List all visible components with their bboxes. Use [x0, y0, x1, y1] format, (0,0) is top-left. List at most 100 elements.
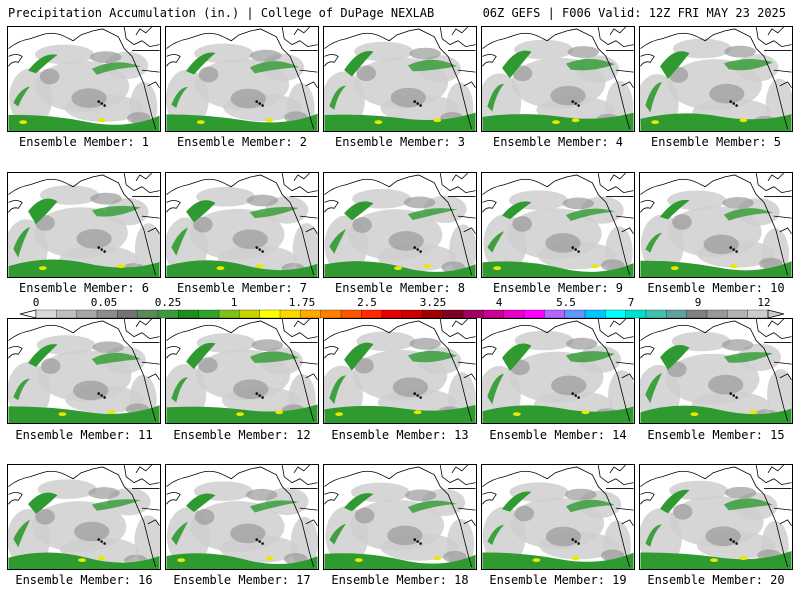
precip-map [8, 465, 160, 569]
precip-yellow-spots [196, 118, 274, 125]
coastlines [482, 465, 634, 568]
colorbar-tick-label: 9 [695, 296, 702, 309]
ensemble-member-label: Ensemble Member: 1 [18, 135, 150, 149]
colorbar-swatch [300, 309, 322, 319]
colorbar-swatch [157, 309, 179, 319]
precip-moderate-field [512, 197, 625, 272]
colorbar-swatch [279, 309, 301, 319]
colorbar-tick-label: 7 [628, 296, 635, 309]
ensemble-map-panel [481, 172, 635, 278]
colorbar-swatch [706, 309, 728, 319]
coastlines [324, 27, 476, 130]
coastlines [8, 173, 160, 276]
colorbar-tick-label: 12 [757, 296, 770, 309]
colorbar-swatch [76, 309, 98, 319]
colorbar-swatch [564, 309, 586, 319]
ensemble-member-label: Ensemble Member: 19 [489, 573, 627, 587]
precip-moderate-field [354, 489, 467, 563]
colorbar-swatch [178, 309, 200, 319]
colorbar-swatch [523, 309, 545, 319]
precip-yellow-spots [236, 410, 284, 417]
colorbar-swatch [56, 309, 78, 319]
precip-green-bands [8, 344, 160, 423]
coastlines [166, 319, 318, 422]
precip-moderate-field [40, 341, 150, 416]
colorbar-tick-label: 1.75 [289, 296, 316, 309]
ensemble-member-label: Ensemble Member: 7 [176, 281, 308, 295]
colorbar-left-arrow [19, 309, 37, 319]
precip-light-field [8, 185, 160, 277]
precip-moderate-field [198, 49, 308, 124]
ensemble-map-panel [639, 318, 793, 424]
precip-green-bands [482, 491, 634, 569]
precip-yellow-spots [58, 410, 116, 417]
precip-yellow-spots [374, 118, 442, 125]
ensemble-map-panel [165, 172, 319, 278]
coastlines [324, 319, 476, 422]
ensemble-map-panel [323, 26, 477, 132]
precip-map [324, 27, 476, 131]
precip-yellow-spots [532, 556, 580, 563]
colorbar-swatch [340, 309, 362, 319]
precip-yellow-spots [354, 556, 442, 563]
coastlines [166, 27, 318, 130]
precip-green-bands [640, 344, 792, 423]
colorbar-swatch [686, 309, 708, 319]
coastlines [482, 173, 634, 276]
coastlines [166, 465, 318, 568]
colorbar-right-arrow [767, 309, 785, 319]
colorbar-tick-label: 2.5 [357, 296, 377, 309]
precip-map [324, 319, 476, 423]
ensemble-map-panel [639, 172, 793, 278]
coastlines [8, 465, 160, 568]
colorbar-swatch [625, 309, 647, 319]
ensemble-member-label: Ensemble Member: 11 [15, 428, 153, 442]
precip-green-bands [324, 342, 476, 423]
ensemble-map-panel [7, 464, 161, 570]
ensemble-map-panel [7, 26, 161, 132]
colorbar-swatch [727, 309, 749, 319]
page-title: Precipitation Accumulation (in.) | Colle… [8, 6, 435, 20]
ensemble-map-panel [165, 26, 319, 132]
precip-light-field [483, 190, 633, 277]
colorbar-swatch [503, 309, 525, 319]
ensemble-map-panel [639, 464, 793, 570]
colorbar-tick-label: 0.25 [155, 296, 182, 309]
precip-map [640, 173, 792, 277]
colorbar-swatch [462, 309, 484, 319]
precip-yellow-spots [335, 410, 422, 417]
precip-green-bands [324, 51, 476, 131]
colorbar-swatch [747, 309, 769, 319]
precip-green-bands [482, 50, 634, 131]
colorbar-swatch [605, 309, 627, 319]
colorbar-tick-label: 5.5 [556, 296, 576, 309]
precip-map [640, 319, 792, 423]
colorbar-swatch [218, 309, 240, 319]
colorbar-swatch [483, 309, 505, 319]
precip-green-bands [640, 199, 792, 277]
precip-map [8, 27, 160, 131]
ensemble-map-panel [7, 172, 161, 278]
precip-moderate-field [514, 488, 625, 562]
ensemble-map-panel [639, 26, 793, 132]
colorbar-swatch [666, 309, 688, 319]
coastlines [324, 465, 476, 568]
coastlines [640, 27, 792, 130]
colorbar-swatch [381, 309, 403, 319]
run-info: 06Z GEFS | F006 Valid: 12Z FRI MAY 23 20… [482, 6, 786, 20]
precip-map [8, 319, 160, 423]
coastlines [166, 173, 318, 276]
colorbar-tick-label: 4 [496, 296, 503, 309]
precip-map [166, 319, 318, 423]
ensemble-member-label: Ensemble Member: 20 [647, 573, 785, 587]
ensemble-member-label: Ensemble Member: 3 [334, 135, 466, 149]
precip-green-bands [324, 493, 476, 569]
ensemble-member-label: Ensemble Member: 9 [492, 281, 624, 295]
ensemble-member-label: Ensemble Member: 6 [18, 281, 150, 295]
colorbar-swatch [442, 309, 464, 319]
precip-moderate-field [198, 339, 306, 417]
precip-yellow-spots [216, 264, 264, 271]
coastlines [640, 173, 792, 276]
colorbar-swatch [259, 309, 281, 319]
precip-yellow-spots [19, 118, 106, 125]
